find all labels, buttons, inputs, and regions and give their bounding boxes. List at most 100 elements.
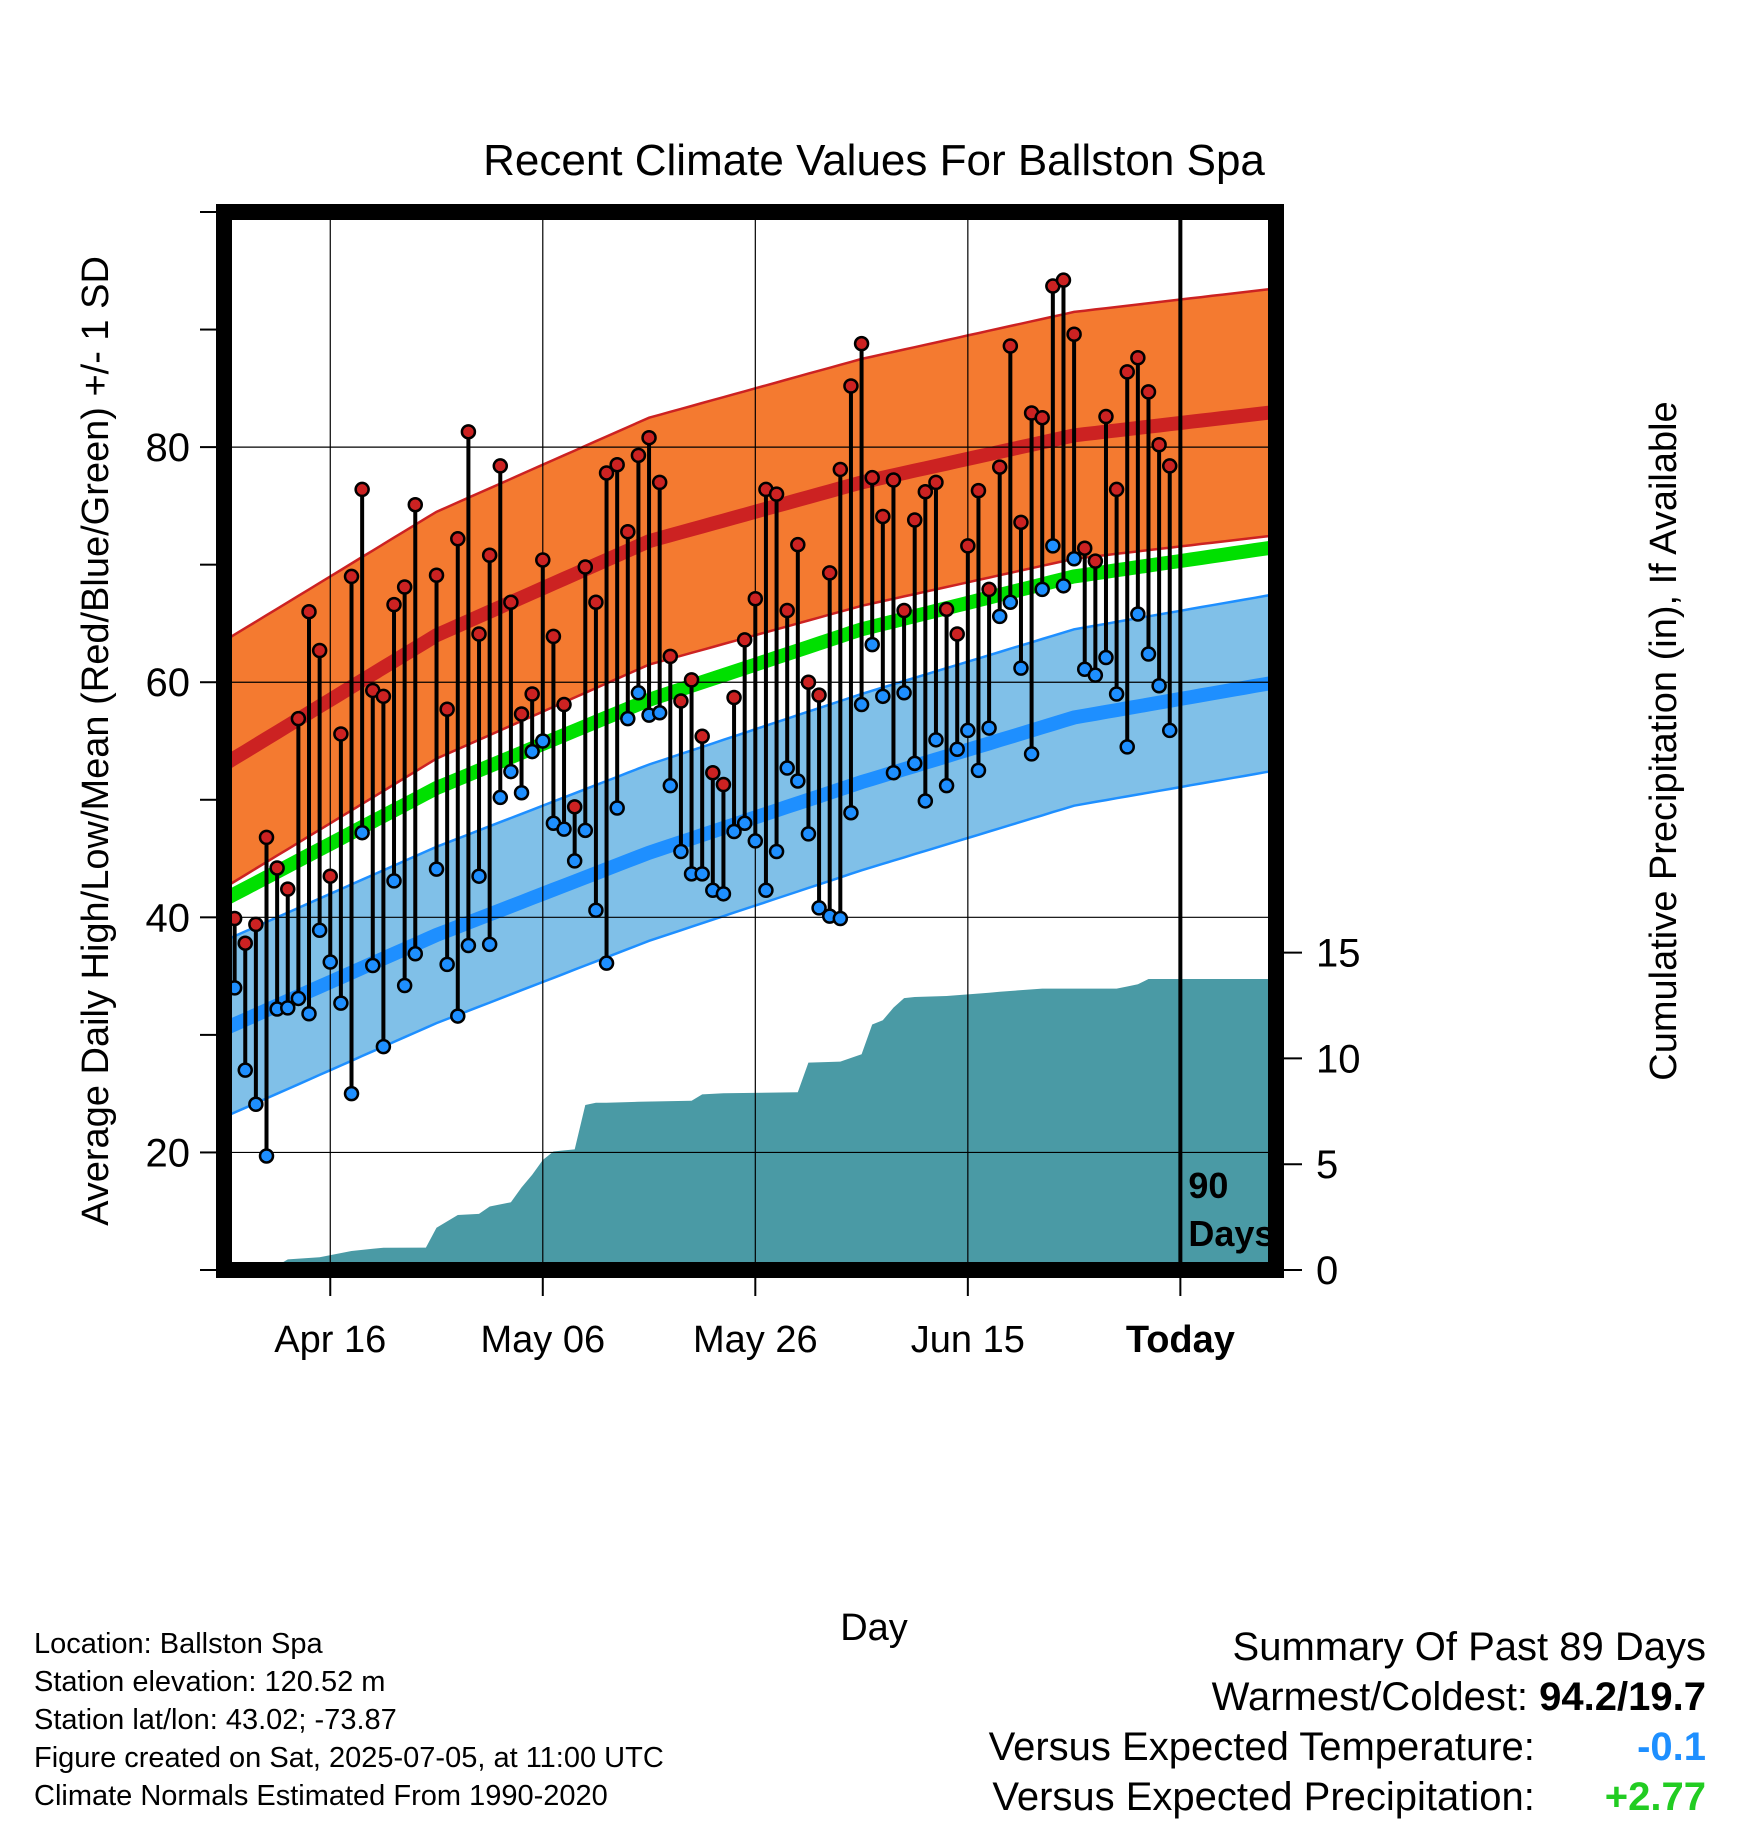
- daily-high-point: [1034, 409, 1050, 426]
- daily-low-point: [758, 882, 774, 899]
- daily-high-point: [343, 568, 360, 585]
- daily-low-point: [237, 1062, 254, 1078]
- y-axis-label: Average Daily High/Low/Mean (Red/Blue/Gr…: [75, 256, 117, 1226]
- daily-low-point: [991, 608, 1008, 625]
- daily-low-point: [609, 800, 625, 816]
- daily-low-point: [928, 732, 944, 748]
- daily-low-point: [662, 777, 679, 794]
- daily-high-point: [981, 581, 997, 598]
- daily-low-point: [301, 1005, 317, 1022]
- x-tick-label: May 26: [693, 1319, 818, 1361]
- daily-high-point: [715, 776, 732, 793]
- daily-low-point: [960, 722, 976, 739]
- daily-high-point: [790, 536, 806, 553]
- daily-high-point: [1076, 540, 1093, 556]
- daily-high-point: [683, 672, 700, 688]
- daily-high-point: [779, 602, 795, 619]
- daily-high-point: [290, 710, 307, 727]
- daily-low-point: [917, 793, 934, 809]
- grid-layer: [224, 212, 1276, 1270]
- summary-precip-anomaly: Versus Expected Precipitation: +2.77: [989, 1772, 1706, 1822]
- daily-high-point: [896, 602, 912, 619]
- daily-high-point: [1161, 458, 1178, 474]
- daily-low-point: [460, 937, 477, 954]
- daily-high-point: [545, 628, 562, 645]
- summary-panel: Summary Of Past 89 Days Warmest/Coldest:…: [989, 1622, 1706, 1822]
- daily-high-point: [396, 579, 413, 595]
- daily-high-point: [917, 484, 934, 500]
- daily-high-point: [577, 559, 594, 575]
- daily-high-point: [853, 335, 870, 352]
- daily-low-point: [407, 946, 424, 962]
- y-tick-label: 80: [146, 426, 191, 470]
- daily-low-point: [875, 688, 891, 705]
- daily-high-point: [800, 674, 817, 690]
- daily-low-point: [513, 784, 530, 801]
- daily-high-point: [471, 626, 487, 642]
- daily-high-point: [1108, 481, 1125, 498]
- warmest-coldest-value: 94.2/19.7: [1539, 1675, 1706, 1719]
- daily-high-point: [1130, 350, 1146, 366]
- daily-low-point: [598, 955, 615, 971]
- summary-warmest-coldest: Warmest/Coldest: 94.2/19.7: [989, 1672, 1706, 1722]
- y2-tick-label: 15: [1316, 932, 1361, 976]
- daily-low-point: [1140, 646, 1157, 662]
- daily-high-point: [1087, 553, 1104, 569]
- daily-high-point: [269, 860, 285, 876]
- daily-low-point: [365, 957, 381, 974]
- daily-high-point: [524, 686, 540, 702]
- daily-high-point: [991, 459, 1008, 475]
- y2-axis-label: Cumulative Precipitation (in), If Availa…: [1643, 401, 1685, 1080]
- daily-high-point: [428, 567, 445, 583]
- daily-low-point: [800, 826, 817, 842]
- daily-low-point: [428, 861, 445, 877]
- daily-high-point: [535, 552, 551, 568]
- daily-high-point: [301, 603, 317, 620]
- normal-mean-line: [224, 540, 1276, 906]
- daily-high-point: [885, 472, 902, 488]
- daily-high-point: [694, 728, 710, 745]
- precip-anomaly-label: Versus Expected Precipitation:: [992, 1775, 1535, 1819]
- daily-low-point: [630, 685, 647, 701]
- x-tick-label: Apr 16: [274, 1319, 386, 1361]
- daily-low-point: [1002, 594, 1019, 611]
- daily-low-point: [896, 685, 912, 701]
- daily-high-point: [311, 642, 328, 659]
- daily-high-point: [970, 482, 987, 499]
- daily-high-point: [673, 693, 689, 709]
- daily-low-point: [694, 866, 710, 882]
- daily-low-point: [343, 1085, 360, 1102]
- daily-low-point: [354, 824, 370, 841]
- daily-high-point: [566, 799, 583, 815]
- daily-high-point: [598, 465, 615, 481]
- daily-high-point: [386, 596, 402, 613]
- daily-low-point: [864, 636, 880, 653]
- daily-high-point: [237, 935, 254, 951]
- daily-low-point: [715, 886, 732, 902]
- daily-high-point: [556, 696, 572, 713]
- daily-low-point: [311, 922, 328, 939]
- daily-low-point: [779, 760, 795, 776]
- daily-low-point: [949, 741, 965, 757]
- daily-high-point: [280, 881, 296, 897]
- daily-low-point: [1013, 660, 1029, 676]
- x-tick-label: May 06: [480, 1319, 605, 1361]
- temp-anomaly-label: Versus Expected Temperature:: [988, 1725, 1535, 1769]
- daily-low-point: [524, 743, 540, 760]
- daily-low-point: [258, 1148, 275, 1164]
- daily-low-point: [1055, 578, 1072, 594]
- daily-low-point: [1161, 722, 1178, 739]
- y2-tick-label: 5: [1316, 1143, 1338, 1187]
- axes-layer: 20 40 60 80 0 5 10 15 Apr 16 May 06 May 26 Jun 15 To…: [146, 204, 1361, 1361]
- today-window-label-line1: 90: [1188, 1165, 1228, 1206]
- daily-low-point: [843, 804, 859, 821]
- daily-low-point: [1066, 551, 1082, 567]
- daily-low-point: [1045, 538, 1061, 554]
- summary-temp-anomaly: Versus Expected Temperature: -0.1: [989, 1722, 1706, 1772]
- daily-high-point: [651, 474, 668, 491]
- y-tick-label: 60: [146, 661, 191, 705]
- daily-high-point: [768, 486, 785, 502]
- daily-high-point: [736, 632, 753, 648]
- daily-low-point: [386, 873, 402, 889]
